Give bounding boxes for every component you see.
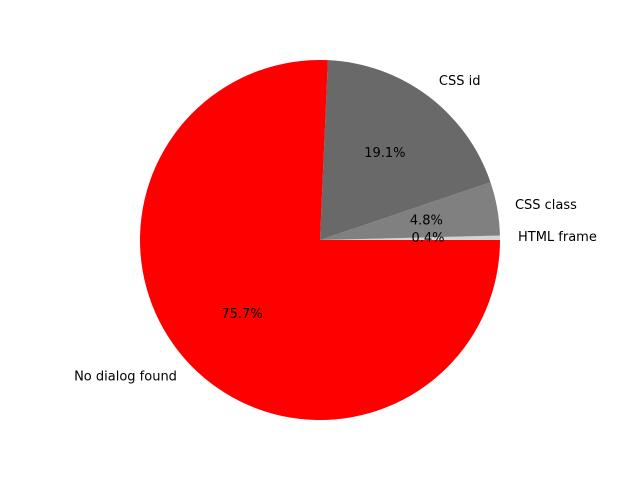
slice-label-no-dialog-found: No dialog found: [74, 369, 177, 384]
pie-slice-css-id: [320, 60, 491, 240]
pct-label-html-frame: 0.4%: [411, 231, 444, 246]
slice-label-css-class: CSS class: [515, 198, 577, 213]
pie-slice-css-class: [320, 182, 500, 240]
slice-label-html-frame: HTML frame: [518, 230, 597, 245]
pct-label-no-dialog-found: 75.7%: [221, 307, 262, 322]
pie-slice-html-frame: [320, 235, 500, 240]
pie-labels: HTML frame 0.4% CSS class 4.8% CSS id 19.1% No…: [74, 74, 597, 384]
pct-label-css-class: 4.8%: [410, 214, 443, 229]
slice-label-css-id: CSS id: [439, 74, 481, 89]
pie-slices: [140, 60, 500, 421]
pie-slice-no-dialog-found: [140, 60, 500, 421]
pct-label-css-id: 19.1%: [364, 146, 405, 161]
